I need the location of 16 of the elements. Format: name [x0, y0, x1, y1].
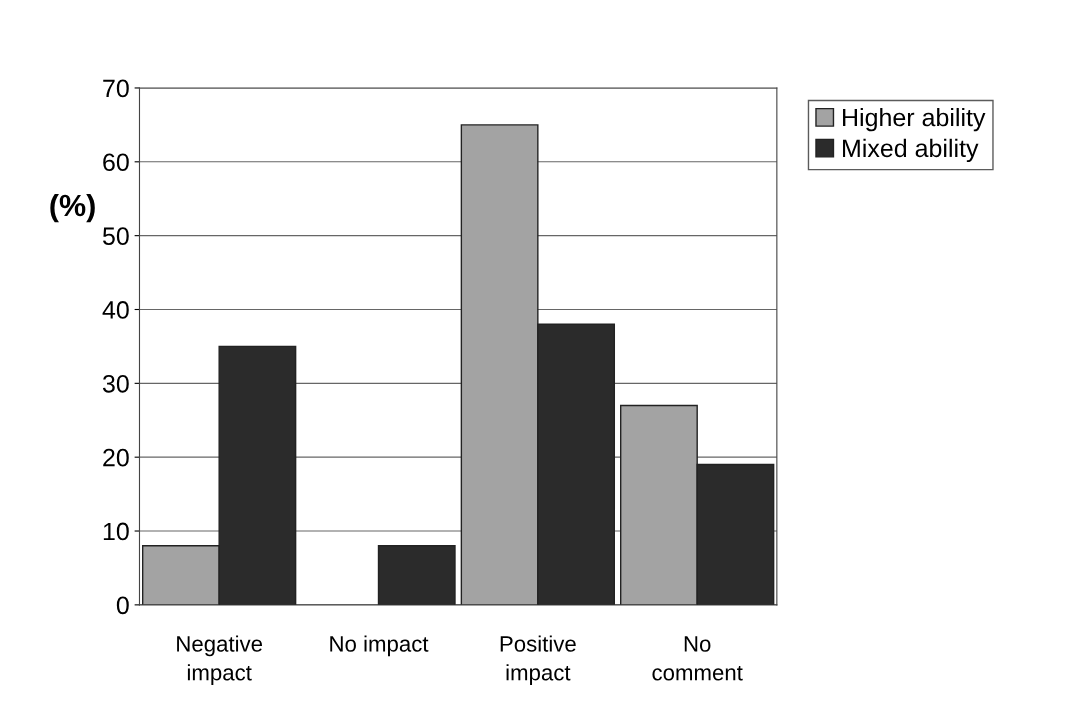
- y-tick-label: 20: [103, 448, 129, 467]
- y-tick-label: 60: [103, 153, 129, 172]
- y-tick-label: 40: [102, 301, 129, 319]
- x-tick-label: No comment: [652, 636, 743, 681]
- y-tick-label: 0: [116, 596, 129, 615]
- y-tick-label: 50: [102, 227, 129, 245]
- x-tick-label: No impact: [330, 635, 429, 657]
- legend-label: Higher ability: [843, 107, 986, 132]
- y-axis-title: (%): [50, 193, 95, 223]
- x-tick-label: Positive impact: [500, 635, 576, 685]
- y-tick-label: 10: [103, 522, 129, 541]
- y-tick-label: 70: [103, 79, 129, 98]
- legend-label: Mixed ability: [843, 138, 979, 163]
- bar: [377, 545, 456, 605]
- y-tick-label: 30: [102, 374, 129, 393]
- x-tick-label: Negative impact: [177, 635, 263, 685]
